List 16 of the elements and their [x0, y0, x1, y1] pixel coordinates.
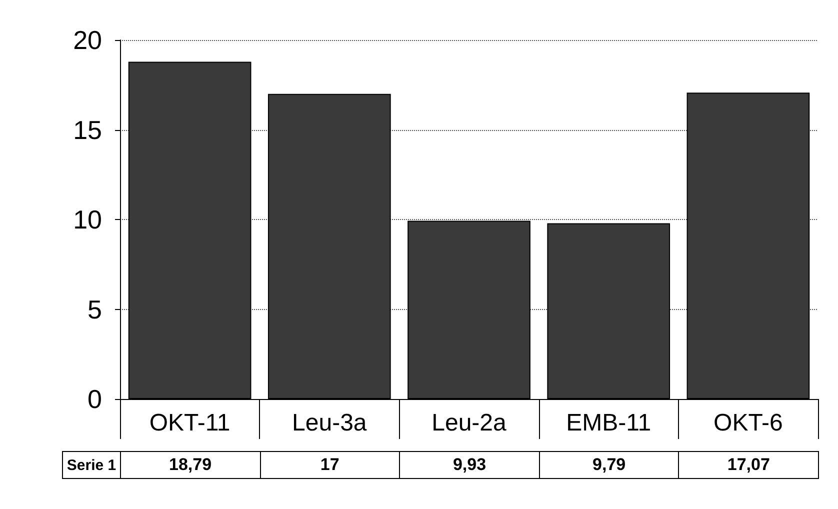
y-tick-label: 5: [88, 294, 102, 324]
x-tick-label: OKT-6: [714, 410, 783, 436]
y-tick-label: 20: [73, 25, 102, 55]
x-tick-label: Leu-3a: [292, 410, 368, 436]
x-tick-label: EMB-11: [566, 410, 652, 436]
data-label: 17: [260, 452, 400, 478]
data-label: 17,07: [678, 452, 818, 478]
x-tick-label: OKT-11: [149, 410, 230, 436]
y-tick-label: 10: [73, 204, 102, 234]
data-label: 18,79: [120, 452, 260, 478]
data-label: 9,79: [539, 452, 679, 478]
data-label: 9,93: [400, 452, 540, 478]
text: Serie 1: [62, 452, 120, 478]
x-tick-label: Leu-2a: [432, 410, 508, 436]
y-tick-label: 0: [88, 384, 102, 414]
y-tick-label: 15: [73, 114, 102, 145]
